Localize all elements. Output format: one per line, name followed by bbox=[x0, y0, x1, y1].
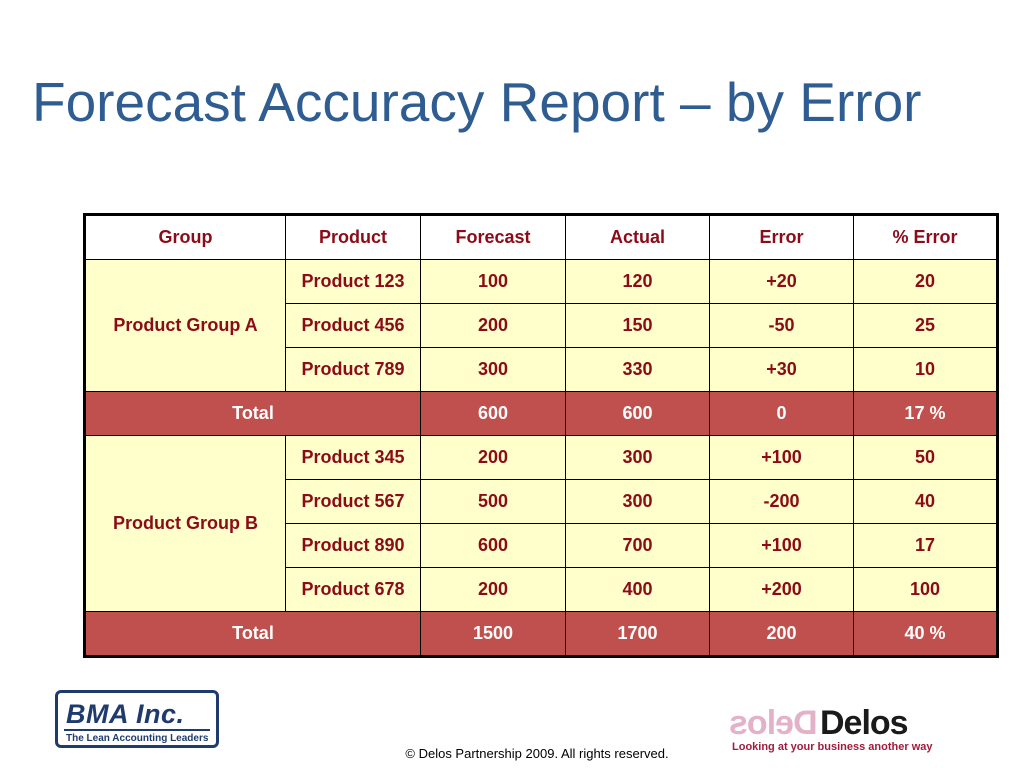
pct-error-cell: 50 bbox=[853, 435, 998, 480]
pct-error-cell: 25 bbox=[853, 303, 998, 348]
header-group: Group bbox=[84, 214, 286, 260]
table-row: Product 890 600 700 +100 17 bbox=[85, 523, 998, 568]
table-row: Product 456 200 150 -50 25 bbox=[85, 303, 998, 348]
actual-cell: 330 bbox=[565, 347, 710, 392]
forecast-accuracy-table: Group Product Forecast Actual Error % Er… bbox=[83, 213, 999, 658]
table-row: Product Group A Product 123 100 120 +20 … bbox=[84, 259, 998, 392]
actual-cell: 120 bbox=[565, 259, 710, 304]
bma-logo-tagline: The Lean Accounting Leaders bbox=[66, 733, 209, 744]
error-cell: +100 bbox=[709, 523, 854, 568]
delos-logo: Delos Delos Looking at your business ano… bbox=[730, 703, 940, 753]
table-row: Product 678 200 400 +200 100 bbox=[85, 567, 998, 612]
header-row: Group Product Forecast Actual Error % Er… bbox=[84, 214, 998, 260]
delos-logo-name: Delos bbox=[820, 704, 909, 742]
forecast-cell: 500 bbox=[420, 479, 566, 524]
product-cell: Product 789 bbox=[285, 347, 421, 392]
total-error: 200 bbox=[709, 611, 854, 657]
delos-logo-tagline: Looking at your business another way bbox=[732, 741, 933, 753]
error-cell: +30 bbox=[709, 347, 854, 392]
total-forecast: 1500 bbox=[420, 611, 566, 657]
bma-logo-rule bbox=[64, 729, 210, 731]
total-row: Total 600 600 0 17 % bbox=[84, 391, 998, 436]
table-row: Product 567 500 300 -200 40 bbox=[85, 479, 998, 524]
total-label: Total bbox=[84, 611, 421, 657]
actual-cell: 400 bbox=[565, 567, 710, 612]
header-product: Product bbox=[285, 214, 421, 260]
pct-error-cell: 17 bbox=[853, 523, 998, 568]
total-label: Total bbox=[84, 391, 421, 436]
forecast-cell: 600 bbox=[420, 523, 566, 568]
delos-logo-mirror: Delos bbox=[730, 704, 818, 742]
total-pct-error: 40 % bbox=[853, 611, 998, 657]
pct-error-cell: 20 bbox=[853, 259, 998, 304]
total-forecast: 600 bbox=[420, 391, 566, 436]
total-actual: 600 bbox=[565, 391, 710, 436]
product-cell: Product 345 bbox=[285, 435, 421, 480]
pct-error-cell: 100 bbox=[853, 567, 998, 612]
product-cell: Product 678 bbox=[285, 567, 421, 612]
error-cell: +100 bbox=[709, 435, 854, 480]
actual-cell: 150 bbox=[565, 303, 710, 348]
pct-error-cell: 40 bbox=[853, 479, 998, 524]
header-error: Error bbox=[709, 214, 854, 260]
forecast-cell: 200 bbox=[420, 567, 566, 612]
forecast-cell: 300 bbox=[420, 347, 566, 392]
total-error: 0 bbox=[709, 391, 854, 436]
header-forecast: Forecast bbox=[420, 214, 566, 260]
actual-cell: 300 bbox=[565, 479, 710, 524]
bma-logo-name: BMA Inc. bbox=[66, 699, 185, 729]
table-row: Product 789 300 330 +30 10 bbox=[85, 347, 998, 392]
group-name-cell: Product Group B bbox=[84, 435, 286, 612]
product-cell: Product 890 bbox=[285, 523, 421, 568]
product-cell: Product 123 bbox=[285, 259, 421, 304]
error-cell: -200 bbox=[709, 479, 854, 524]
forecast-cell: 200 bbox=[420, 435, 566, 480]
slide-title: Forecast Accuracy Report – by Error bbox=[32, 71, 922, 133]
bma-logo: BMA Inc. The Lean Accounting Leaders bbox=[55, 690, 219, 748]
header-actual: Actual bbox=[565, 214, 710, 260]
table-row: Product Group B Product 345 200 300 +100… bbox=[84, 435, 998, 612]
actual-cell: 300 bbox=[565, 435, 710, 480]
pct-error-cell: 10 bbox=[853, 347, 998, 392]
product-cell: Product 567 bbox=[285, 479, 421, 524]
actual-cell: 700 bbox=[565, 523, 710, 568]
copyright-footer: © Delos Partnership 2009. All rights res… bbox=[405, 746, 669, 761]
group-name-cell: Product Group A bbox=[84, 259, 286, 392]
product-cell: Product 456 bbox=[285, 303, 421, 348]
error-cell: -50 bbox=[709, 303, 854, 348]
error-cell: +20 bbox=[709, 259, 854, 304]
total-row: Total 1500 1700 200 40 % bbox=[84, 611, 998, 657]
error-cell: +200 bbox=[709, 567, 854, 612]
total-actual: 1700 bbox=[565, 611, 710, 657]
header-pct-error: % Error bbox=[853, 214, 998, 260]
forecast-cell: 100 bbox=[420, 259, 566, 304]
total-pct-error: 17 % bbox=[853, 391, 998, 436]
forecast-cell: 200 bbox=[420, 303, 566, 348]
